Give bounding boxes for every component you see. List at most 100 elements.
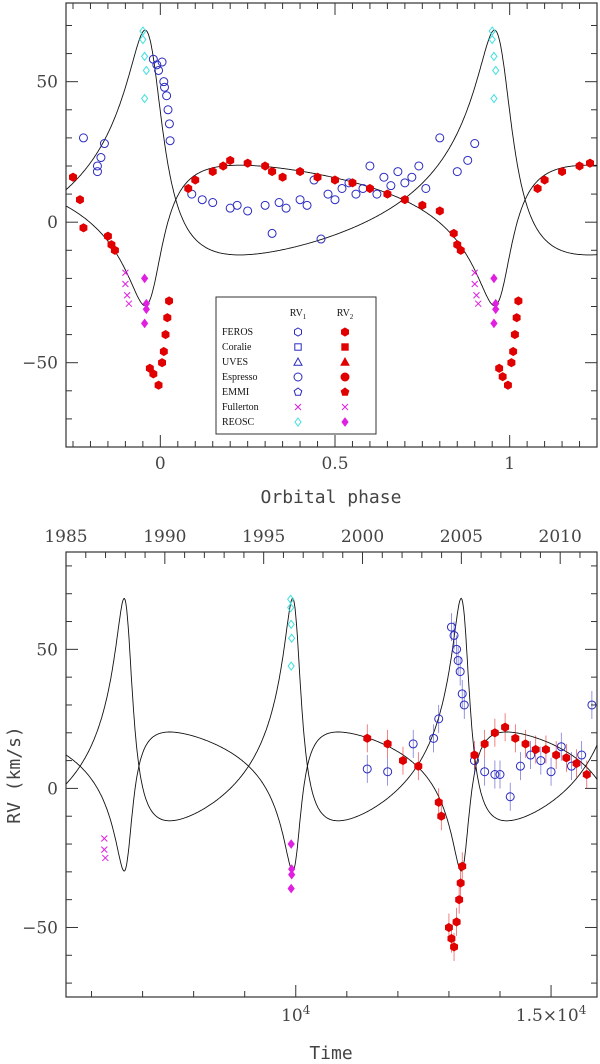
data-point-rv2	[450, 942, 458, 952]
legend-rv1-marker	[293, 387, 303, 396]
legend-label: Coralie	[222, 342, 252, 353]
data-point-fullerton	[100, 835, 108, 842]
data-point-rv1	[587, 700, 597, 710]
data-point-rv1	[408, 739, 418, 749]
data-point-rv1	[351, 189, 361, 199]
data-point-rv1	[470, 139, 480, 149]
data-point-rv2	[455, 895, 464, 905]
data-point-rv2	[458, 861, 467, 871]
data-point-reosc-rv1	[490, 93, 498, 104]
data-point-rv1	[386, 181, 396, 191]
data-point-reosc-rv1	[287, 661, 295, 671]
phase-axis-ticks: −50 0 50 0 0.5 1	[22, 3, 598, 474]
legend-label: Fullerton	[222, 402, 259, 413]
data-point-rv2	[366, 183, 374, 194]
x-tick-label: 0.5	[321, 454, 348, 474]
data-point-rv1	[505, 792, 515, 802]
data-point-rv1	[330, 195, 340, 205]
rv2-model-curve	[65, 597, 598, 822]
data-point-fullerton	[471, 269, 479, 277]
data-point-fullerton	[125, 300, 133, 308]
legend-rv2-marker	[340, 356, 350, 366]
data-point-rv2	[418, 200, 427, 210]
data-point-rv1	[480, 767, 490, 777]
data-point-reosc-rv1	[287, 602, 295, 613]
data-point-rv2	[261, 161, 270, 171]
data-point-rv1	[495, 770, 505, 779]
data-point-reosc-rv1	[490, 51, 498, 62]
data-point-rv1	[260, 200, 270, 210]
data-point-fullerton	[122, 280, 129, 288]
data-point-rv2	[296, 167, 304, 177]
data-point-rv2	[572, 758, 581, 768]
y-tick-label: −50	[22, 354, 58, 374]
data-point-rv1	[362, 764, 372, 774]
rv2-model-curve	[65, 29, 597, 256]
time-ylabel: RV (km/s)	[4, 726, 25, 824]
legend-col1-header: RV1	[290, 308, 307, 321]
data-point-rv1	[159, 77, 169, 87]
data-point-rv2	[383, 739, 392, 749]
data-point-rv2	[510, 330, 519, 340]
legend-rows: FEROS Coralie UVES Espresso EMMI Fullerton REO…	[222, 327, 350, 428]
data-point-rv1	[463, 155, 473, 165]
x-tick-label: 104	[281, 1003, 311, 1026]
legend-label: REOSC	[222, 417, 255, 428]
data-point-rv2	[558, 167, 566, 177]
data-point-rv1	[490, 770, 500, 779]
data-point-rv2	[447, 934, 456, 944]
data-point-rv2	[495, 363, 504, 373]
data-point-rv2	[480, 739, 489, 749]
data-point-fullerton	[100, 846, 108, 853]
data-point-rv2	[383, 189, 392, 199]
data-point-rv1	[281, 203, 291, 213]
rv1-model-curve	[65, 731, 598, 872]
data-point-fullerton	[474, 300, 482, 308]
data-point-fullerton	[101, 854, 109, 862]
data-point-rv1	[208, 198, 218, 208]
data-point-rv1	[453, 655, 463, 665]
y-tick-label: 0	[47, 779, 58, 799]
data-point-reosc-rv1	[488, 34, 496, 45]
legend-label: Espresso	[222, 372, 258, 383]
legend-rv1-marker	[294, 403, 302, 411]
legend-col2-header: RV2	[337, 308, 354, 321]
data-point-rv2	[208, 167, 217, 177]
time-plot-frame	[65, 551, 598, 998]
legend-rv1-marker	[293, 372, 303, 382]
data-point-rv1	[435, 133, 445, 143]
data-point-reosc-rv2	[287, 883, 295, 894]
data-point-rv1	[92, 167, 102, 177]
legend-rv1-marker	[294, 327, 302, 337]
data-point-rv1	[157, 57, 167, 67]
data-point-rv2	[226, 155, 235, 165]
data-point-rv1	[526, 750, 536, 760]
data-point-rv1	[92, 161, 102, 171]
data-point-rv2	[79, 223, 88, 233]
data-point-rv2	[435, 206, 444, 216]
top-tick-label: 2005	[440, 527, 483, 547]
data-point-rv2	[76, 195, 84, 205]
data-point-rv2	[400, 195, 409, 205]
phase-xlabel: Orbital phase	[261, 487, 402, 508]
legend-label: UVES	[222, 357, 248, 368]
data-point-rv1	[78, 133, 88, 143]
data-point-rv1	[243, 206, 253, 216]
legend-rv2-marker	[341, 343, 349, 351]
data-point-rv2	[470, 750, 479, 760]
data-point-rv2	[363, 733, 372, 743]
y-tick-label: 0	[47, 213, 58, 233]
data-point-rv1	[323, 189, 333, 199]
data-point-reosc-rv1	[140, 93, 149, 104]
data-point-rv1	[165, 136, 175, 146]
time-xlabel: Time	[309, 1043, 352, 1064]
data-point-rv2	[456, 245, 465, 255]
y-tick-label: −50	[22, 918, 58, 938]
data-point-reosc-rv2	[142, 304, 150, 315]
legend-rv2-marker	[340, 372, 350, 382]
data-point-rv1	[160, 82, 170, 92]
data-point-fullerton	[123, 291, 131, 299]
data-point-rv1	[96, 153, 106, 163]
data-point-rv1	[267, 228, 277, 238]
